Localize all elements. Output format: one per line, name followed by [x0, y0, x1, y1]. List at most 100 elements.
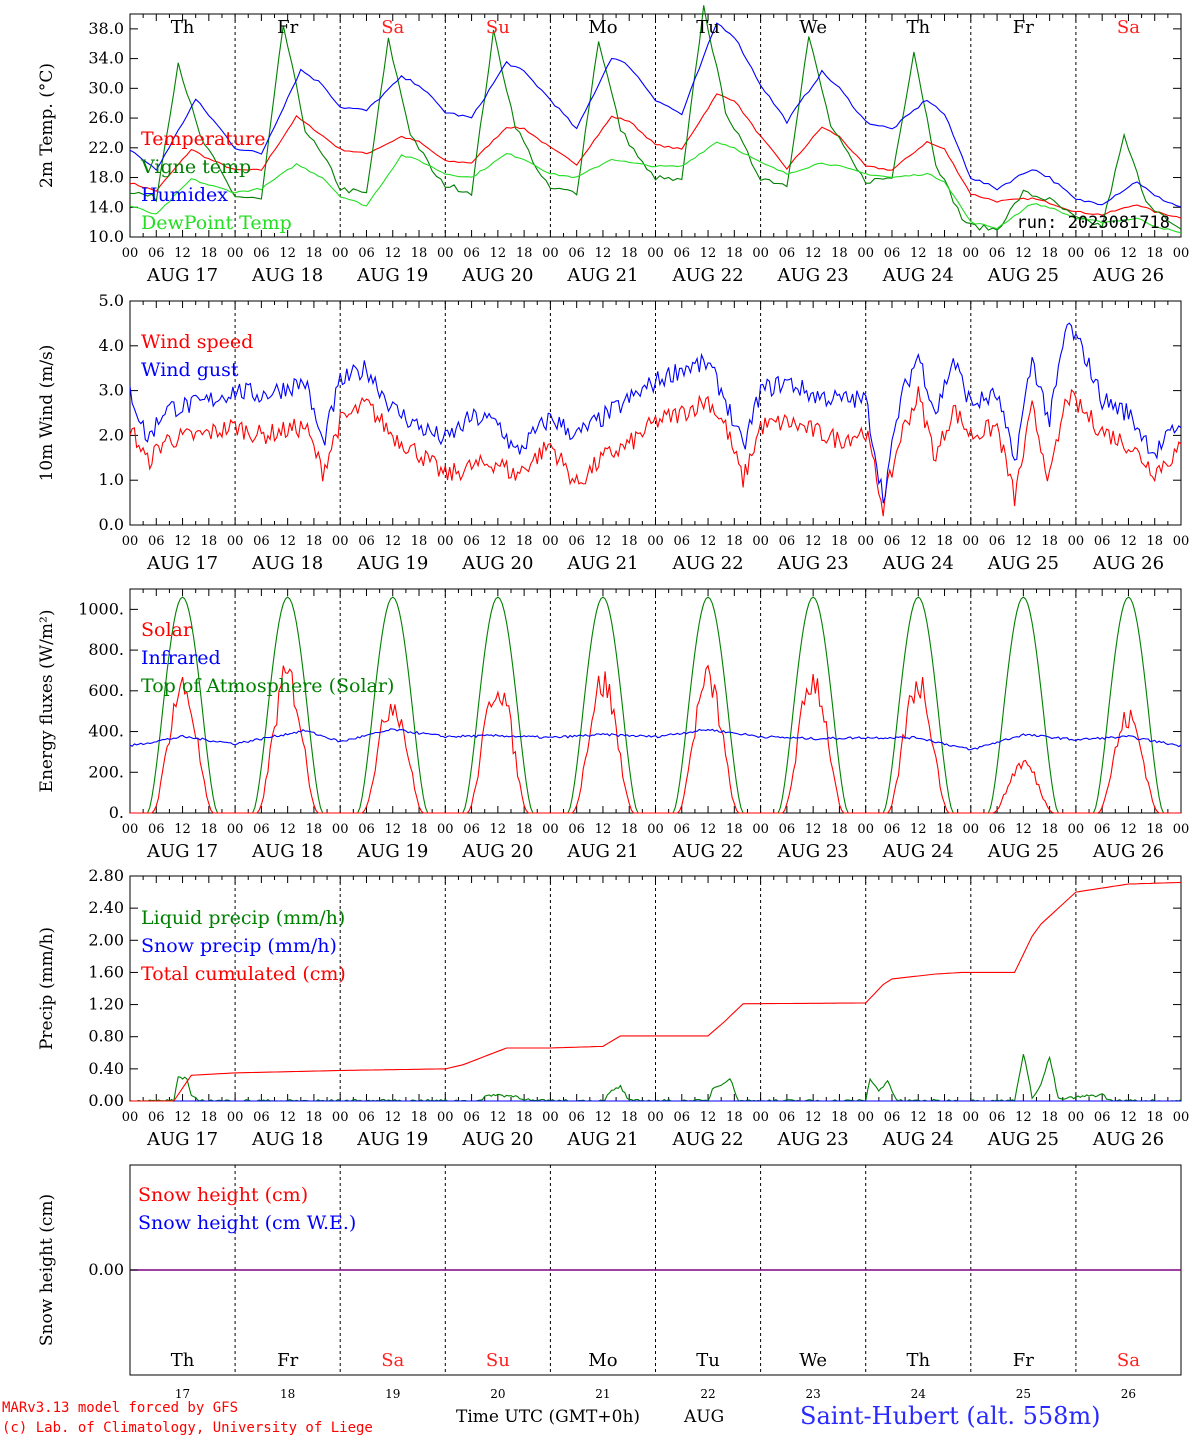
station-name: Saint-Hubert (alt. 558m)	[800, 1402, 1101, 1430]
hour-tick-label: 00	[752, 246, 769, 261]
hour-tick-label: 12	[384, 246, 401, 261]
y-tick-label: 0.	[109, 803, 124, 822]
hour-tick-label: 06	[884, 1110, 901, 1125]
hour-tick-label: 00	[122, 246, 139, 261]
weekday-label: Tu	[696, 1350, 720, 1371]
weekday-label: We	[799, 1350, 827, 1371]
hour-tick-label: 18	[621, 1110, 638, 1125]
hour-tick-label: 00	[1173, 534, 1190, 549]
hour-tick-label: 06	[253, 1110, 270, 1125]
date-label: AUG 26	[1092, 553, 1164, 574]
weekday-label: Fr	[277, 17, 298, 38]
weekday-label: Th	[171, 17, 195, 38]
hour-tick-label: 12	[279, 1110, 296, 1125]
hour-tick-label: 06	[358, 822, 375, 837]
hour-tick-label: 18	[1041, 1110, 1058, 1125]
y-tick-label: 2.40	[88, 898, 124, 917]
date-label: AUG 20	[461, 841, 533, 862]
legend-total-cumulated-cm-: Total cumulated (cm)	[141, 963, 346, 985]
day-number-label: 26	[1121, 1387, 1136, 1401]
hour-tick-label: 18	[936, 822, 953, 837]
hour-tick-label: 00	[437, 1110, 454, 1125]
weekday-label: Fr	[1013, 17, 1034, 38]
hour-tick-label: 12	[910, 1110, 927, 1125]
hour-tick-label: 12	[700, 1110, 717, 1125]
date-label: AUG 19	[356, 841, 428, 862]
hour-tick-label: 12	[595, 1110, 612, 1125]
hour-tick-label: 06	[779, 822, 796, 837]
hour-tick-label: 12	[490, 1110, 507, 1125]
hour-tick-label: 06	[1094, 822, 1111, 837]
hour-tick-label: 12	[700, 534, 717, 549]
date-label: AUG 17	[146, 553, 218, 574]
y-tick-label: 38.0	[88, 19, 124, 38]
date-label: AUG 22	[671, 841, 743, 862]
series-humidex	[129, 22, 1182, 208]
hour-tick-label: 12	[595, 822, 612, 837]
day-number-label: 18	[280, 1387, 295, 1401]
y-tick-label: 0.40	[88, 1059, 124, 1078]
hour-tick-label: 18	[831, 1110, 848, 1125]
hour-tick-label: 06	[989, 246, 1006, 261]
hour-tick-label: 12	[700, 246, 717, 261]
hour-tick-label: 06	[674, 822, 691, 837]
y-tick-label: 200.	[88, 762, 124, 781]
hour-tick-label: 06	[884, 534, 901, 549]
weekday-label: We	[799, 17, 827, 38]
weekday-label: Su	[486, 17, 510, 38]
hour-tick-label: 18	[306, 246, 323, 261]
hour-tick-label: 00	[1068, 822, 1085, 837]
hour-tick-label: 18	[621, 534, 638, 549]
y-tick-label: 10.0	[88, 227, 124, 246]
series-wind-speed	[129, 386, 1182, 517]
hour-tick-label: 12	[1015, 1110, 1032, 1125]
day-number-label: 25	[1016, 1387, 1031, 1401]
y-tick-label: 2.80	[88, 866, 124, 885]
hour-tick-label: 12	[384, 1110, 401, 1125]
day-number-label: 20	[490, 1387, 505, 1401]
y-tick-label: 2.00	[88, 930, 124, 949]
hour-tick-label: 06	[148, 822, 165, 837]
date-label: AUG 23	[777, 1129, 849, 1150]
date-label: AUG 23	[777, 265, 849, 286]
hour-tick-label: 18	[831, 534, 848, 549]
hour-tick-label: 00	[332, 246, 349, 261]
y-tick-label: 0.00	[88, 1091, 124, 1110]
weekday-label: Sa	[381, 17, 404, 38]
weekday-label: Sa	[381, 1350, 404, 1371]
y-tick-label: 18.0	[88, 168, 124, 187]
y-tick-label: 0.80	[88, 1027, 124, 1046]
hour-tick-label: 18	[1146, 1110, 1163, 1125]
hour-tick-label: 06	[253, 246, 270, 261]
hour-tick-label: 00	[122, 1110, 139, 1125]
y-axis-label: 2m Temp. (°C)	[37, 63, 57, 188]
date-label: AUG 23	[777, 553, 849, 574]
legend-wind-speed: Wind speed	[141, 331, 253, 353]
date-label: AUG 18	[251, 1129, 323, 1150]
day-number-label: 21	[595, 1387, 610, 1401]
hour-tick-label: 06	[779, 534, 796, 549]
hour-tick-label: 06	[568, 1110, 585, 1125]
hour-tick-label: 06	[1094, 1110, 1111, 1125]
hour-tick-label: 00	[227, 534, 244, 549]
hour-tick-label: 06	[674, 1110, 691, 1125]
y-axis-label: Precip (mm/h)	[37, 927, 57, 1050]
hour-tick-label: 12	[595, 246, 612, 261]
hour-tick-label: 12	[1120, 534, 1137, 549]
weekday-label: Th	[171, 1350, 195, 1371]
hour-tick-label: 12	[174, 1110, 191, 1125]
legend-infrared: Infrared	[141, 647, 221, 669]
hour-tick-label: 00	[857, 246, 874, 261]
hour-tick-label: 00	[857, 1110, 874, 1125]
hour-tick-label: 18	[621, 246, 638, 261]
hour-tick-label: 06	[463, 822, 480, 837]
hour-tick-label: 18	[306, 1110, 323, 1125]
date-label: AUG 25	[987, 265, 1059, 286]
hour-tick-label: 06	[463, 534, 480, 549]
hour-tick-label: 12	[384, 534, 401, 549]
panel-3: 0. 200. 400. 600. 800. 1000. Energy fluxes (W/…	[37, 588, 1189, 862]
y-axis-label: Energy fluxes (W/m²)	[37, 610, 57, 793]
hour-tick-label: 18	[1146, 534, 1163, 549]
y-tick-label: 30.0	[88, 78, 124, 97]
panel-2: 0.0 1.0 2.0 3.0 4.0 5.0 10m Wind (m/s) Wind spe…	[37, 291, 1189, 574]
